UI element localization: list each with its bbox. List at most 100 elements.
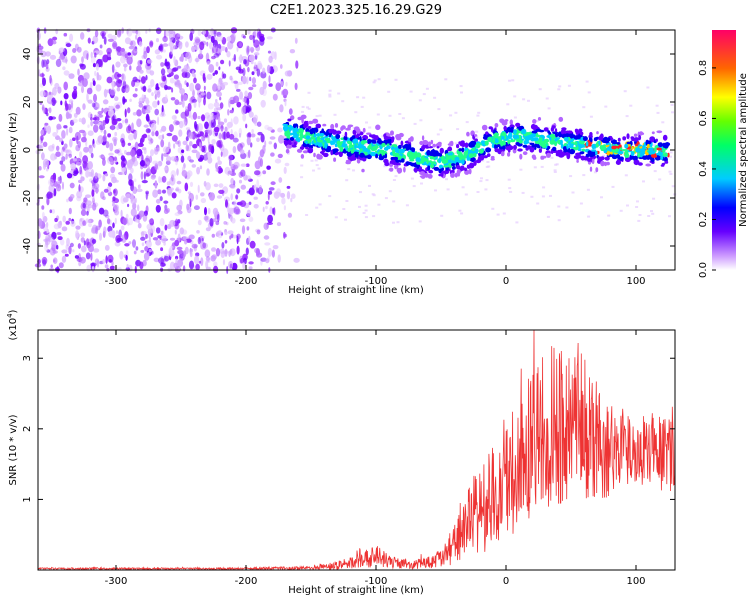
signal-blob	[532, 119, 537, 124]
signal-blob	[389, 167, 394, 172]
noise-blob	[111, 64, 115, 73]
signal-blob	[589, 166, 593, 172]
signal-blob	[408, 162, 413, 166]
noise-blob	[283, 231, 286, 239]
noise-blob	[155, 204, 161, 213]
faint-dot	[636, 200, 639, 203]
noise-blob	[128, 45, 135, 50]
noise-blob	[217, 214, 220, 222]
signal-blob	[432, 143, 437, 148]
noise-blob	[216, 195, 223, 199]
noise-blob	[121, 234, 127, 243]
noise-blob	[203, 215, 209, 221]
signal-blob	[570, 143, 574, 147]
noise-blob	[273, 142, 277, 150]
faint-dot	[629, 104, 633, 107]
noise-blob	[220, 151, 223, 157]
noise-blob	[210, 255, 216, 262]
noise-blob	[132, 29, 137, 34]
noise-blob	[162, 36, 168, 43]
noise-blob	[249, 240, 256, 249]
noise-blob	[246, 209, 251, 217]
noise-blob	[222, 259, 226, 266]
faint-dot	[619, 209, 623, 212]
noise-blob	[239, 218, 246, 223]
signal-blob	[650, 157, 655, 163]
noise-blob	[112, 222, 115, 229]
noise-blob	[135, 30, 139, 35]
noise-blob	[103, 36, 107, 45]
noise-blob	[262, 170, 267, 175]
noise-blob	[93, 93, 97, 103]
signal-blob	[564, 151, 570, 156]
noise-blob	[116, 237, 123, 242]
signal-blob	[443, 165, 450, 168]
noise-blob	[69, 33, 74, 42]
noise-blob	[272, 245, 279, 250]
noise-blob	[194, 255, 200, 265]
signal-blob	[307, 147, 314, 154]
noise-blob	[140, 171, 144, 180]
signal-blob	[427, 165, 431, 171]
signal-blob	[361, 168, 365, 173]
signal-blob	[596, 131, 599, 135]
noise-blob	[102, 99, 109, 105]
noise-blob	[229, 263, 233, 269]
snr-frame	[37, 329, 676, 571]
noise-blob	[197, 132, 200, 140]
faint-dot	[318, 203, 322, 206]
noise-blob	[225, 199, 228, 208]
faint-dot	[625, 115, 629, 118]
signal-blob	[595, 167, 599, 173]
noise-blob	[242, 97, 247, 103]
faint-dot	[418, 220, 422, 223]
noise-blob	[137, 222, 142, 229]
signal-blob	[507, 139, 511, 145]
noise-blob	[205, 260, 209, 269]
noise-blob	[249, 34, 254, 41]
signal-blob	[342, 143, 348, 147]
noise-blob	[130, 198, 137, 205]
noise-blob	[53, 188, 57, 197]
faint-dot	[419, 119, 423, 122]
noise-blob	[45, 51, 51, 57]
signal-blob	[338, 141, 342, 147]
noise-blob	[98, 219, 102, 228]
signal-blob	[494, 123, 499, 128]
faint-dot	[513, 95, 517, 98]
signal-blob	[338, 151, 343, 158]
noise-blob	[248, 235, 251, 243]
signal-blob	[518, 126, 523, 131]
signal-blob	[287, 118, 292, 122]
noise-blob	[173, 56, 176, 64]
faint-dot	[364, 216, 368, 219]
faint-dot	[521, 191, 525, 194]
noise-blob	[151, 131, 155, 137]
noise-blob	[65, 220, 70, 225]
noise-blob	[246, 47, 250, 56]
noise-blob	[206, 73, 213, 80]
signal-blob	[348, 144, 353, 149]
noise-blob	[63, 149, 70, 153]
faint-dot	[671, 185, 675, 188]
noise-blob	[176, 180, 182, 185]
noise-blob	[203, 154, 209, 161]
noise-blob	[186, 82, 189, 87]
noise-blob	[147, 88, 152, 93]
noise-blob	[248, 86, 254, 91]
signal-blob	[587, 154, 593, 157]
faint-dot	[491, 207, 495, 210]
noise-blob	[159, 218, 165, 227]
faint-dot	[392, 179, 396, 181]
signal-blob	[300, 154, 305, 159]
noise-blob	[142, 85, 147, 93]
faint-dot	[388, 114, 392, 117]
noise-blob	[142, 213, 148, 222]
faint-dot	[362, 212, 366, 214]
noise-blob	[149, 224, 155, 234]
noise-blob	[273, 65, 276, 70]
signal-blob	[359, 135, 362, 142]
noise-blob	[185, 136, 189, 142]
signal-blob	[581, 148, 586, 152]
noise-blob	[248, 187, 255, 196]
